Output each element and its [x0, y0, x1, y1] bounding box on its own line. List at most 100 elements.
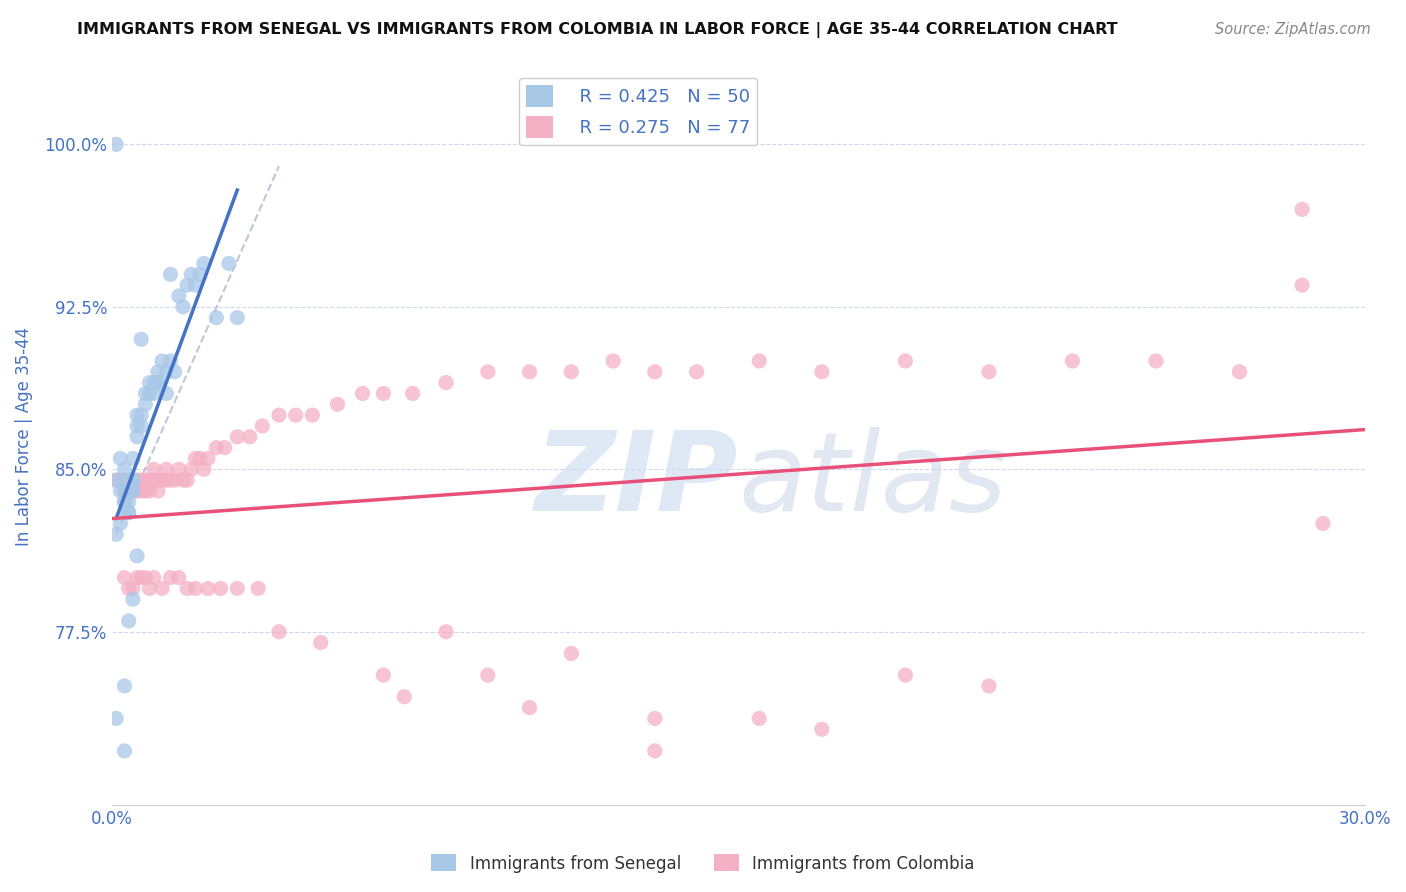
Point	[146, 376, 169, 390]
Point	[125, 571, 148, 585]
Point	[748, 711, 770, 725]
Point	[155, 462, 177, 476]
Point	[134, 483, 156, 498]
Point	[110, 483, 132, 498]
Point	[477, 668, 499, 682]
Point	[121, 473, 143, 487]
Point	[159, 354, 181, 368]
Point	[110, 473, 132, 487]
Point	[134, 386, 156, 401]
Point	[125, 549, 148, 563]
Point	[284, 408, 307, 422]
Point	[105, 473, 128, 487]
Point	[309, 635, 332, 649]
Point	[477, 365, 499, 379]
Point	[138, 386, 160, 401]
Point	[894, 668, 917, 682]
Point	[142, 473, 165, 487]
Point	[134, 397, 156, 411]
Point	[1291, 202, 1313, 217]
Point	[121, 483, 143, 498]
Point	[114, 571, 136, 585]
Point	[247, 582, 270, 596]
Point	[118, 483, 141, 498]
Point	[114, 473, 136, 487]
Point	[180, 268, 202, 282]
Point	[129, 473, 152, 487]
Point	[176, 278, 198, 293]
Point	[644, 365, 666, 379]
Point	[301, 408, 323, 422]
Point	[434, 624, 457, 639]
Point	[172, 300, 194, 314]
Point	[326, 397, 349, 411]
Point	[118, 483, 141, 498]
Text: ZIP: ZIP	[534, 427, 738, 534]
Point	[176, 473, 198, 487]
Point	[118, 506, 141, 520]
Point	[197, 451, 219, 466]
Point	[226, 430, 249, 444]
Point	[121, 451, 143, 466]
Point	[150, 354, 173, 368]
Point	[118, 506, 141, 520]
Point	[209, 582, 232, 596]
Point	[434, 376, 457, 390]
Point	[146, 473, 169, 487]
Y-axis label: In Labor Force | Age 35-44: In Labor Force | Age 35-44	[15, 327, 32, 547]
Point	[134, 571, 156, 585]
Point	[163, 365, 186, 379]
Point	[129, 419, 152, 434]
Point	[105, 711, 128, 725]
Point	[401, 386, 423, 401]
Point	[114, 495, 136, 509]
Point	[155, 365, 177, 379]
Point	[110, 451, 132, 466]
Point	[193, 462, 215, 476]
Point	[125, 419, 148, 434]
Point	[226, 582, 249, 596]
Point	[114, 679, 136, 693]
Point	[118, 495, 141, 509]
Legend:   R = 0.425   N = 50,   R = 0.275   N = 77: R = 0.425 N = 50, R = 0.275 N = 77	[519, 78, 758, 145]
Point	[267, 408, 290, 422]
Point	[138, 473, 160, 487]
Point	[155, 473, 177, 487]
Point	[644, 744, 666, 758]
Text: Source: ZipAtlas.com: Source: ZipAtlas.com	[1215, 22, 1371, 37]
Point	[142, 376, 165, 390]
Point	[121, 592, 143, 607]
Point	[105, 527, 128, 541]
Point	[110, 516, 132, 531]
Point	[146, 365, 169, 379]
Point	[1144, 354, 1167, 368]
Point	[205, 310, 228, 325]
Point	[977, 679, 1000, 693]
Point	[176, 582, 198, 596]
Point	[1291, 278, 1313, 293]
Point	[560, 365, 582, 379]
Point	[188, 451, 211, 466]
Point	[121, 582, 143, 596]
Point	[138, 582, 160, 596]
Point	[519, 365, 541, 379]
Point	[205, 441, 228, 455]
Point	[114, 744, 136, 758]
Point	[267, 624, 290, 639]
Point	[748, 354, 770, 368]
Point	[167, 571, 190, 585]
Point	[114, 462, 136, 476]
Point	[188, 268, 211, 282]
Point	[197, 582, 219, 596]
Point	[811, 723, 834, 737]
Point	[155, 386, 177, 401]
Point	[138, 376, 160, 390]
Point	[977, 365, 1000, 379]
Point	[125, 430, 148, 444]
Point	[644, 711, 666, 725]
Point	[121, 473, 143, 487]
Point	[105, 473, 128, 487]
Point	[214, 441, 236, 455]
Point	[352, 386, 374, 401]
Point	[121, 483, 143, 498]
